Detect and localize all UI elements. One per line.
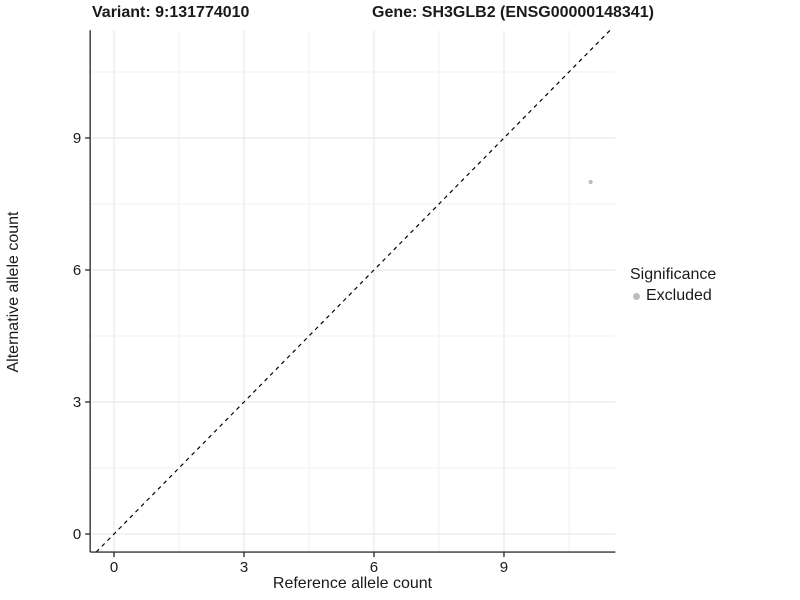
legend: Significance Excluded — [630, 266, 716, 305]
x-axis-title: Reference allele count — [272, 575, 433, 592]
y-tick-label: 0 — [73, 526, 81, 543]
data-point — [588, 179, 593, 185]
variant-title: Variant: 9:131774010 — [92, 4, 250, 21]
y-tick-label: 3 — [73, 394, 81, 411]
y-tick-label: 6 — [73, 262, 81, 279]
x-tick-label: 0 — [110, 559, 118, 576]
x-tick-label: 9 — [500, 559, 508, 576]
y-tick-label: 9 — [73, 130, 81, 147]
y-axis-title: Alternative allele count — [5, 211, 22, 373]
identity-dashed-line — [95, 29, 611, 553]
legend-title: Significance — [630, 266, 717, 283]
legend-item-excluded: Excluded — [630, 287, 716, 305]
legend-item-label: Excluded — [646, 287, 712, 304]
excluded-dot-icon — [633, 292, 640, 300]
x-tick-label: 3 — [240, 559, 248, 576]
x-tick-label: 6 — [370, 559, 378, 576]
gene-title: Gene: SH3GLB2 (ENSG00000148341) — [372, 4, 654, 21]
plot-titles: Variant: 9:131774010 Gene: SH3GLB2 (ENSG… — [0, 4, 800, 28]
